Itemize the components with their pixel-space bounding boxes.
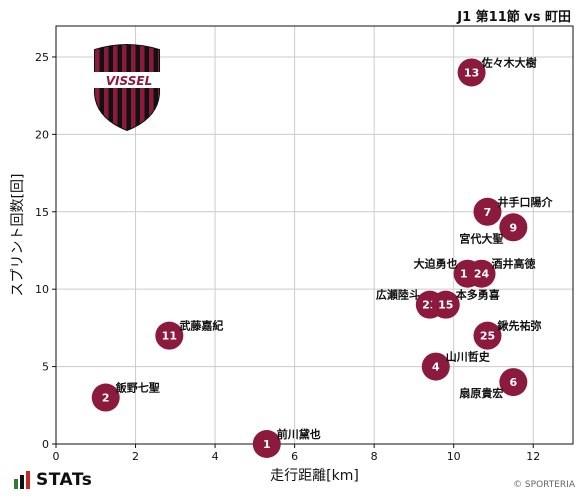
point-marker — [473, 197, 502, 226]
point-marker — [473, 321, 502, 350]
x-tick-label: 2 — [132, 450, 139, 463]
point-name-label: 扇原貴宏 — [459, 386, 503, 400]
chart-title: J1 第11節 vs 町田 — [457, 10, 571, 25]
point-marker — [499, 213, 528, 242]
data-point: 9 宮代大聖 — [459, 213, 528, 245]
point-name-label: 酒井高徳 — [492, 257, 536, 271]
point-marker — [155, 321, 184, 350]
y-tick-label: 5 — [42, 361, 49, 374]
svg-text:VISSEL: VISSEL — [106, 74, 152, 88]
x-axis-label: 走行距離[km] — [270, 467, 359, 484]
point-name-label: 前川黛也 — [277, 427, 321, 441]
point-number: 11 — [162, 330, 177, 343]
point-name-label: 飯野七聖 — [115, 381, 160, 395]
point-name-label: 本多勇喜 — [456, 288, 500, 302]
data-point: 7 井手口陽介 — [473, 195, 553, 226]
point-number: 4 — [432, 361, 440, 374]
y-axis-label: スプリント回数[回] — [10, 174, 26, 297]
point-number: 1 — [263, 438, 271, 451]
point-marker — [431, 290, 460, 319]
point-number: 24 — [474, 268, 490, 281]
point-marker — [91, 383, 120, 412]
point-name-label: 大迫勇也 — [414, 257, 458, 271]
point-number: 9 — [510, 221, 518, 234]
stats-bars-icon — [14, 471, 30, 489]
point-number: 6 — [510, 376, 518, 389]
y-tick-label: 10 — [35, 283, 49, 296]
point-number: 7 — [484, 206, 492, 219]
y-tick-label: 15 — [35, 206, 49, 219]
point-marker — [457, 58, 486, 87]
x-tick-label: 10 — [447, 450, 461, 463]
point-name-label: 宮代大聖 — [459, 231, 503, 245]
point-name-label: 武藤嘉紀 — [179, 319, 223, 333]
plot-frame — [55, 25, 574, 445]
x-tick-label: 0 — [53, 450, 60, 463]
point-name-label: 鍬先祐弥 — [497, 319, 541, 333]
point-marker — [467, 259, 496, 288]
point-marker — [252, 430, 281, 458]
y-tick-label: 0 — [42, 438, 49, 451]
y-tick-label: 20 — [35, 128, 49, 141]
point-number: 15 — [438, 299, 453, 312]
x-tick-label: 8 — [371, 450, 378, 463]
data-point: 6 扇原貴宏 — [459, 368, 528, 400]
x-tick-label: 4 — [212, 450, 219, 463]
data-point: 1 前川黛也 — [252, 427, 321, 458]
stats-brand: STATs — [14, 470, 92, 490]
point-number: 2 — [102, 392, 110, 405]
point-number: 13 — [464, 66, 479, 79]
data-point: 4 山川哲史 — [421, 350, 491, 381]
point-marker — [421, 352, 450, 381]
data-points: 1前川黛也2飯野七聖11武藤嘉紀13佐々木大樹7井手口陽介9宮代大聖10大迫勇也… — [91, 55, 553, 458]
x-tick-label: 12 — [526, 450, 540, 463]
brand-text: STATs — [36, 470, 93, 490]
point-name-label: 佐々木大樹 — [481, 55, 537, 69]
point-name-label: 井手口陽介 — [497, 195, 553, 209]
point-name-label: 広瀬陸斗 — [376, 288, 420, 302]
copyright: © SPORTERIA — [513, 480, 575, 490]
x-tick-label: 6 — [291, 450, 298, 463]
point-marker — [499, 368, 528, 397]
data-point: 2 飯野七聖 — [91, 381, 160, 412]
point-number: 25 — [480, 330, 495, 343]
point-name-label: 山川哲史 — [446, 350, 491, 364]
y-tick-label: 25 — [35, 51, 49, 64]
vissel-logo: VISSEL — [93, 44, 161, 132]
